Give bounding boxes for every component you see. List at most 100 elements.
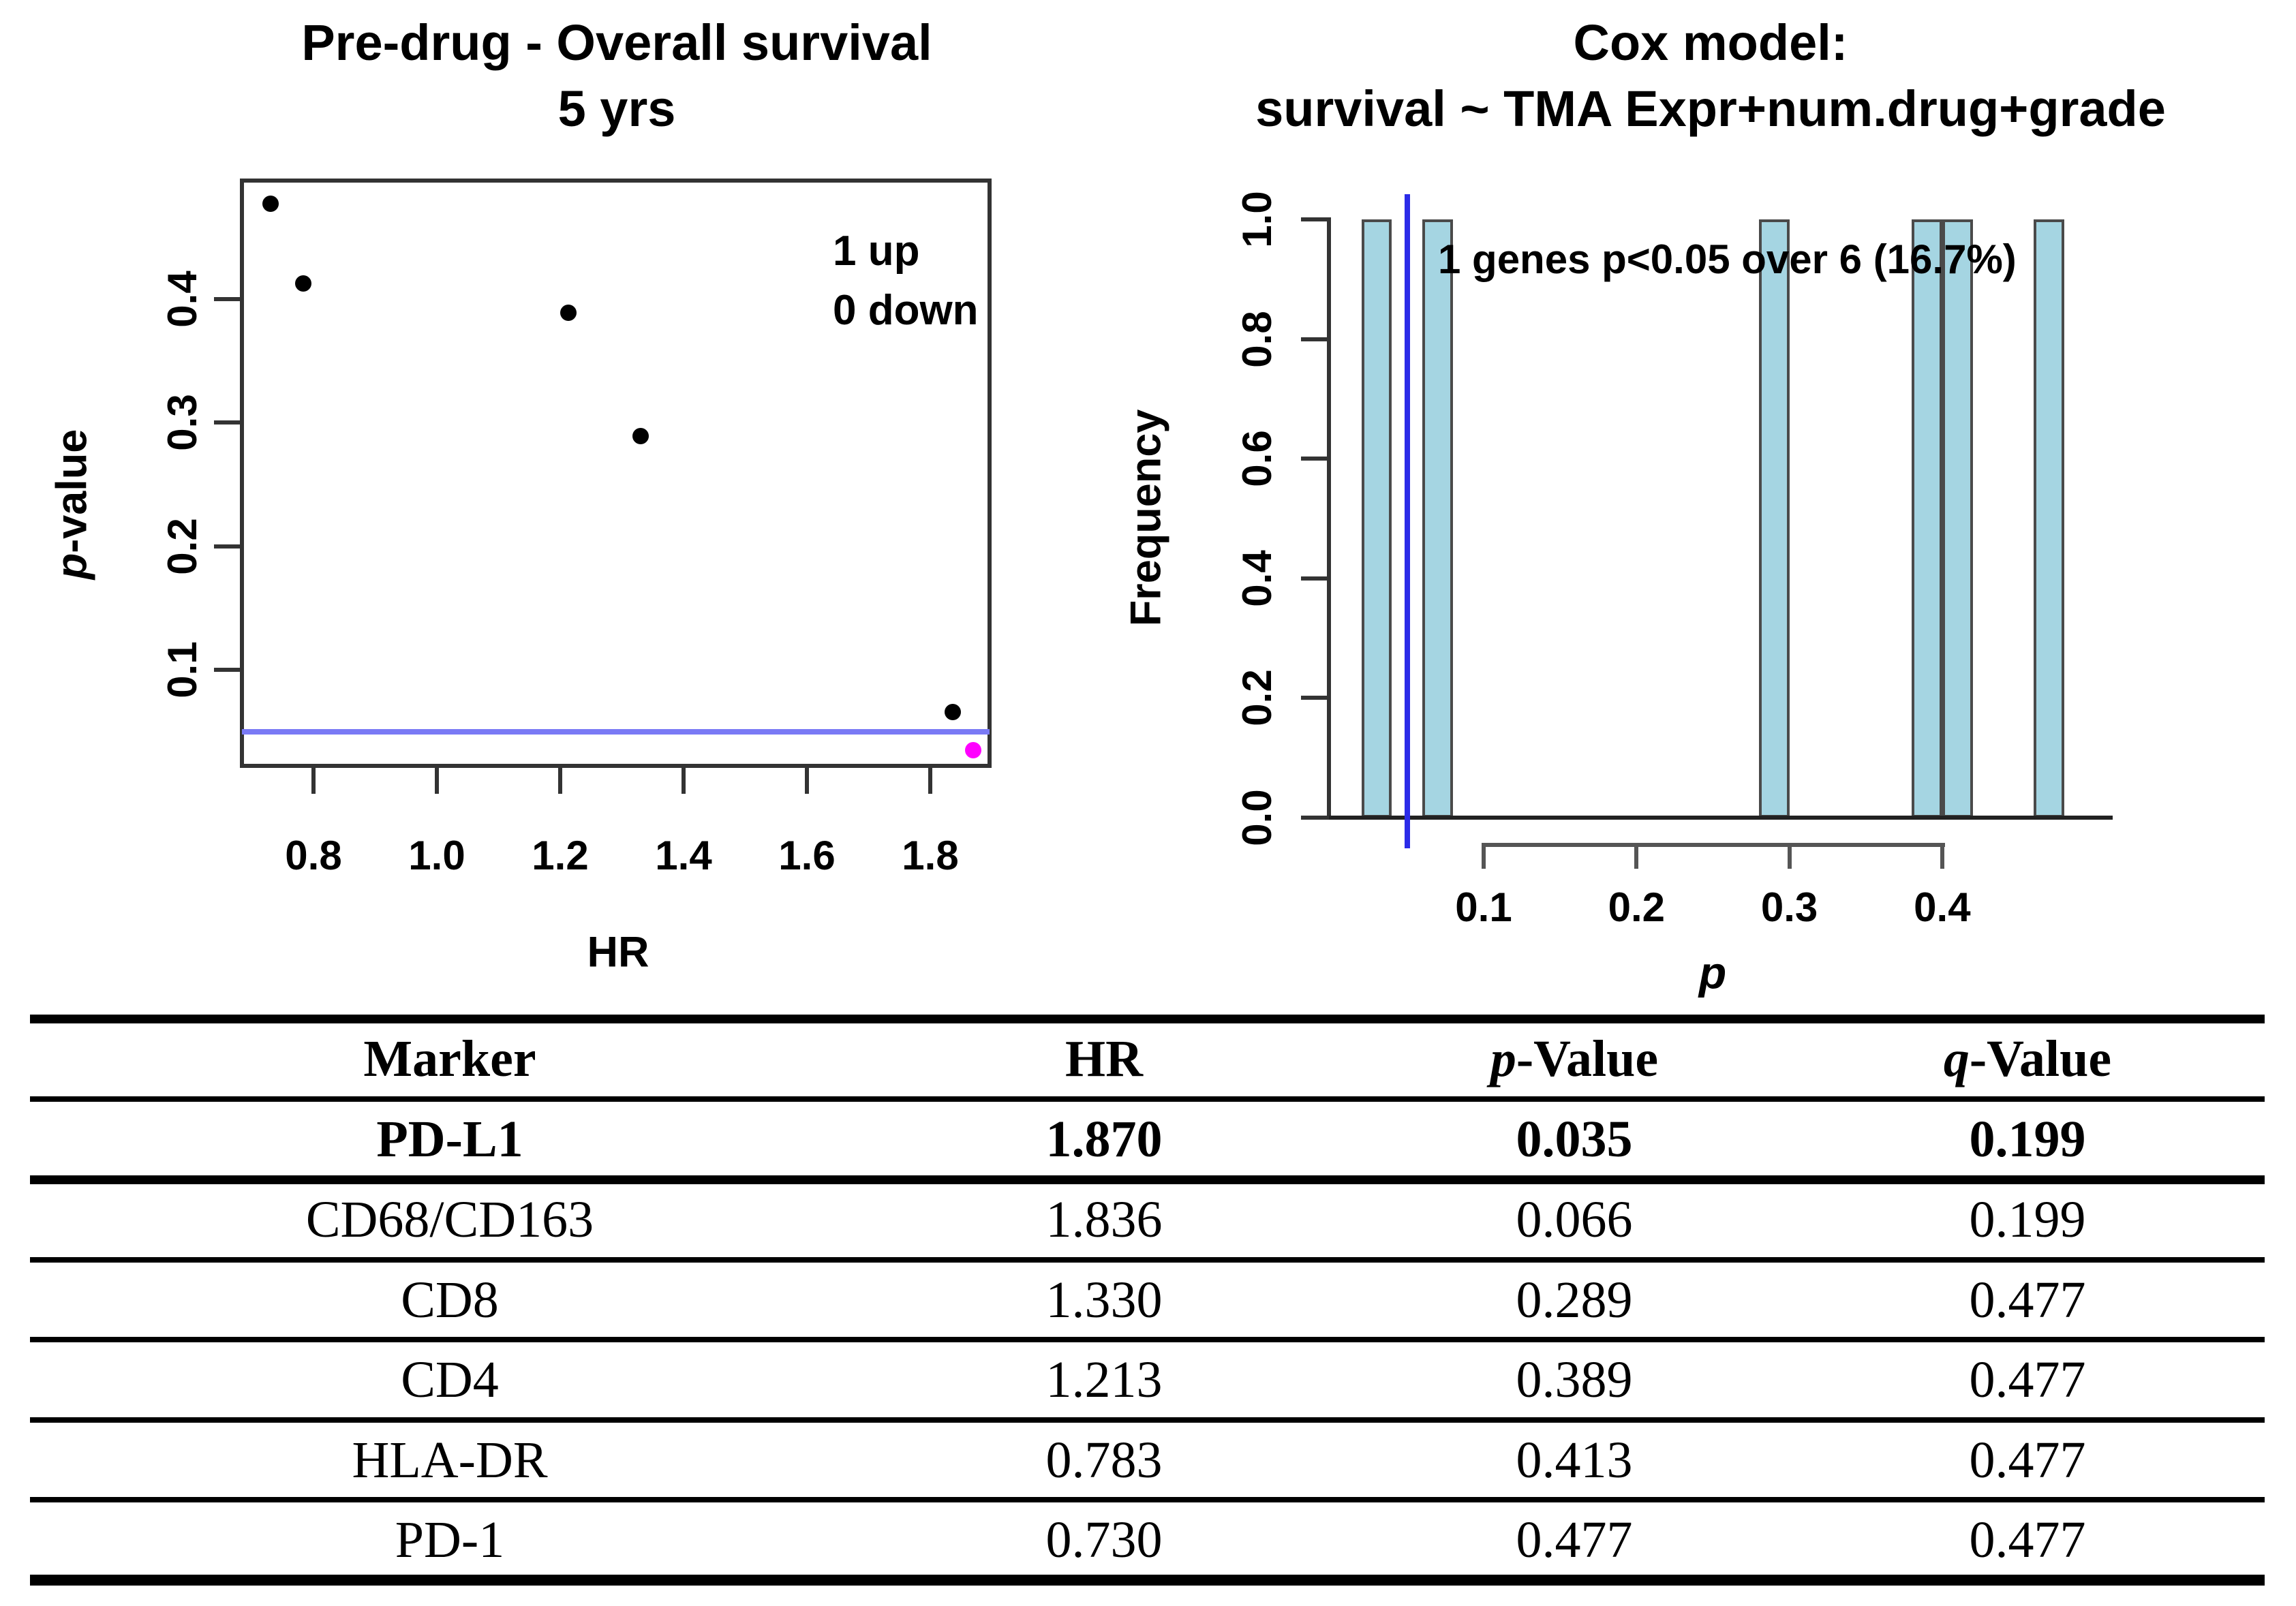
x-axis-tick <box>682 768 686 794</box>
right-plot-title-line2: survival ~ TMA Expr+num.drug+grade <box>1255 80 2166 137</box>
histogram-bar <box>1912 219 1942 818</box>
y-axis-tick <box>1301 696 1327 700</box>
table-cell-hr: 1.330 <box>1045 1271 1163 1329</box>
table-header-marker: Marker <box>363 1030 536 1087</box>
left-plot-box <box>240 179 992 768</box>
annotation-up: 1 up <box>833 228 920 275</box>
x-tick-label: 1.8 <box>902 833 959 878</box>
table-rule <box>30 1575 2265 1586</box>
x-tick-label: 1.0 <box>408 833 465 878</box>
table-cell-p: 0.289 <box>1516 1271 1633 1329</box>
table-cell-p: 0.477 <box>1516 1511 1633 1569</box>
table-cell-hr: 0.730 <box>1045 1511 1163 1569</box>
annotation-down: 0 down <box>833 287 979 334</box>
table-cell-p: 0.035 <box>1516 1111 1633 1168</box>
scatter-point-PD-1 <box>262 196 279 213</box>
left-xaxis-label: HR <box>587 928 649 976</box>
y-tick-label: 0.4 <box>1234 550 1280 607</box>
right-plot-title: Cox model: survival ~ TMA Expr+num.drug+… <box>1165 10 2256 142</box>
table-cell-q: 0.477 <box>1969 1511 2086 1569</box>
histogram-baseline <box>1329 816 2113 820</box>
x-tick-label: 0.8 <box>285 833 342 878</box>
x-tick-label: 0.3 <box>1760 884 1818 930</box>
x-tick-label: 0.4 <box>1914 884 1971 930</box>
y-tick-label: 0.8 <box>1234 310 1280 368</box>
y-axis-line <box>1327 217 1331 820</box>
y-axis-tick <box>1301 816 1327 820</box>
genes-annotation: 1 genes p<0.05 over 6 (16.7%) <box>1438 236 2017 282</box>
table-rule <box>30 1096 2265 1102</box>
y-axis-tick <box>1301 217 1327 221</box>
y-tick-label: 0.1 <box>159 641 205 698</box>
significance-threshold-line <box>1404 194 1410 848</box>
y-axis-tick <box>1301 457 1327 461</box>
y-axis-tick <box>1301 576 1327 581</box>
y-tick-label: 0.6 <box>1234 430 1280 487</box>
y-axis-tick <box>214 544 240 549</box>
x-axis-tick <box>1634 843 1639 869</box>
y-tick-label: 0.0 <box>1234 789 1280 846</box>
table-cell-hr: 1.213 <box>1045 1351 1163 1408</box>
y-axis-tick <box>214 297 240 302</box>
table-rule <box>30 1175 2265 1184</box>
table-cell-marker: PD-1 <box>395 1511 505 1569</box>
scatter-point-HLA-DR <box>294 275 311 292</box>
x-tick-label: 0.1 <box>1455 884 1512 930</box>
table-cell-hr: 1.836 <box>1045 1191 1163 1248</box>
scatter-point-CD68/CD163 <box>944 703 961 720</box>
right-xaxis-label: p <box>1698 947 1727 998</box>
table-rule <box>30 1417 2265 1423</box>
table-cell-q: 0.199 <box>1969 1111 2086 1168</box>
x-axis-tick <box>928 768 932 794</box>
histogram-bar <box>1942 219 1973 818</box>
table-cell-marker: PD-L1 <box>376 1111 523 1168</box>
histogram-bar <box>1758 219 1790 818</box>
scatter-point-PD-L1 <box>965 741 982 758</box>
table-cell-marker: HLA-DR <box>352 1432 548 1489</box>
y-tick-label: 0.3 <box>159 394 205 452</box>
x-axis-tick <box>558 768 562 794</box>
significance-threshold-line <box>242 728 990 735</box>
x-tick-label: 1.2 <box>532 833 589 878</box>
y-tick-label: 0.2 <box>1234 669 1280 727</box>
x-tick-label: 1.6 <box>778 833 836 878</box>
scatter-point-CD4 <box>560 305 577 322</box>
table-cell-q: 0.199 <box>1969 1191 2086 1248</box>
table-cell-p: 0.413 <box>1516 1432 1633 1489</box>
table-header-hr: HR <box>1065 1030 1143 1087</box>
right-yaxis-label: Frequency <box>1122 409 1170 627</box>
table-rule <box>30 1257 2265 1263</box>
table-cell-p: 0.389 <box>1516 1351 1633 1408</box>
table-cell-marker: CD8 <box>401 1271 499 1329</box>
x-tick-label: 1.4 <box>655 833 712 878</box>
x-axis-tick <box>1787 843 1792 869</box>
updown-annotation: 1 up 0 down <box>833 221 979 340</box>
y-axis-tick <box>1301 337 1327 341</box>
table-rule <box>30 1337 2265 1342</box>
left-plot-title: Pre-drug - Overall survival 5 yrs <box>72 10 1162 142</box>
table-cell-q: 0.477 <box>1969 1351 2086 1408</box>
left-plot-title-line2: 5 yrs <box>557 80 676 137</box>
right-plot-title-line1: Cox model: <box>1573 14 1848 71</box>
y-tick-label: 0.4 <box>159 271 205 328</box>
y-tick-label: 0.2 <box>159 517 205 575</box>
table-rule <box>30 1014 2265 1023</box>
x-axis-line <box>1484 843 1945 847</box>
x-axis-tick <box>1482 843 1486 869</box>
x-axis-tick <box>435 768 439 794</box>
table-cell-q: 0.477 <box>1969 1271 2086 1329</box>
y-tick-label: 1.0 <box>1234 191 1280 248</box>
x-axis-tick <box>1940 843 1944 869</box>
scatter-point-CD8 <box>632 428 649 445</box>
table-header-q-value: q-Value <box>1943 1030 2112 1087</box>
table-cell-hr: 1.870 <box>1045 1111 1163 1168</box>
table-cell-q: 0.477 <box>1969 1432 2086 1489</box>
left-plot-title-line1: Pre-drug - Overall survival <box>301 14 932 71</box>
table-header-p-value: p-Value <box>1490 1030 1659 1087</box>
x-axis-tick <box>805 768 809 794</box>
histogram-bar <box>1422 219 1454 818</box>
y-axis-tick <box>214 668 240 672</box>
left-yaxis-label: p-value <box>48 429 96 580</box>
y-axis-tick <box>214 420 240 425</box>
